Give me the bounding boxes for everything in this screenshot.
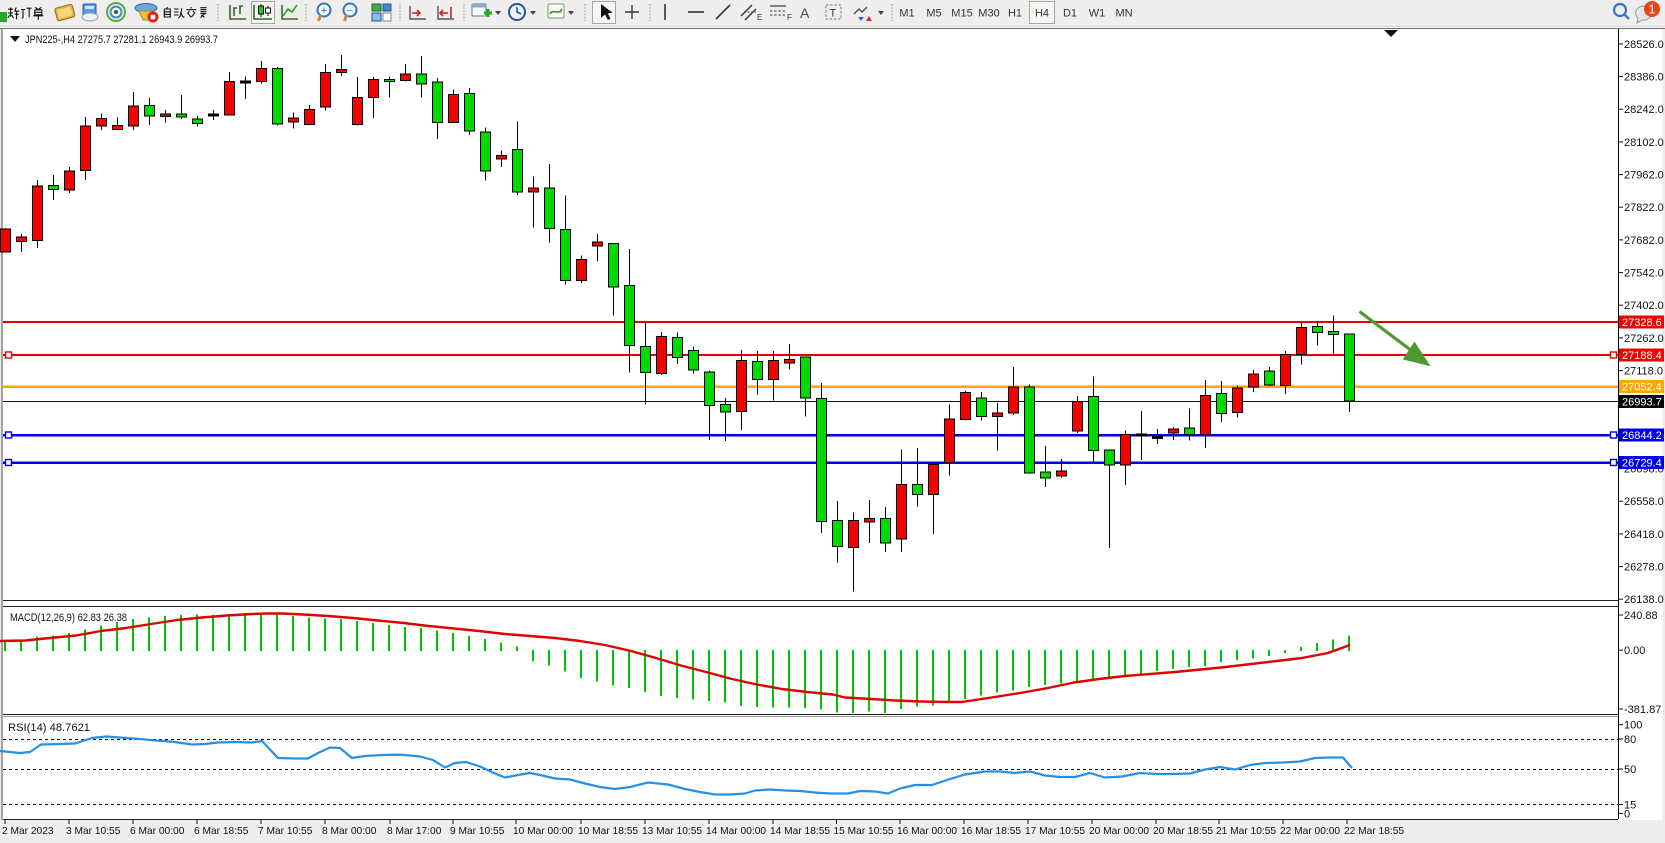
svg-text:−: − xyxy=(347,5,353,17)
svg-text:H4: H4 xyxy=(1035,8,1049,20)
svg-text:-381.87: -381.87 xyxy=(1624,704,1661,716)
svg-text:M15: M15 xyxy=(951,8,972,20)
svg-text:27402.0: 27402.0 xyxy=(1624,300,1664,312)
svg-text:3 Mar 10:55: 3 Mar 10:55 xyxy=(66,826,121,837)
svg-text:22 Mar 18:55: 22 Mar 18:55 xyxy=(1344,826,1404,837)
svg-text:28526.0: 28526.0 xyxy=(1624,39,1664,51)
svg-text:+: + xyxy=(321,5,327,17)
svg-text:27962.0: 27962.0 xyxy=(1624,170,1664,182)
svg-text:W1: W1 xyxy=(1089,8,1106,20)
svg-text:22 Mar 00:00: 22 Mar 00:00 xyxy=(1280,826,1340,837)
svg-text:RSI(14) 48.7621: RSI(14) 48.7621 xyxy=(8,722,90,734)
svg-text:28386.0: 28386.0 xyxy=(1624,72,1664,84)
svg-text:28102.0: 28102.0 xyxy=(1624,137,1664,149)
svg-text:0: 0 xyxy=(1624,808,1630,820)
svg-text:26844.2: 26844.2 xyxy=(1622,430,1662,442)
svg-text:20 Mar 18:55: 20 Mar 18:55 xyxy=(1153,826,1213,837)
svg-text:JPN225-,H4 27275.7 27281.1 26: JPN225-,H4 27275.7 27281.1 26943.9 26993… xyxy=(25,34,218,46)
svg-text:F: F xyxy=(787,13,792,22)
svg-text:1: 1 xyxy=(1649,3,1656,17)
svg-text:27328.6: 27328.6 xyxy=(1622,317,1662,329)
svg-text:16 Mar 18:55: 16 Mar 18:55 xyxy=(961,826,1021,837)
svg-text:26138.0: 26138.0 xyxy=(1624,594,1664,606)
svg-text:14 Mar 00:00: 14 Mar 00:00 xyxy=(706,826,766,837)
svg-text:6 Mar 18:55: 6 Mar 18:55 xyxy=(194,826,249,837)
svg-text:20 Mar 00:00: 20 Mar 00:00 xyxy=(1089,826,1149,837)
svg-text:27542.0: 27542.0 xyxy=(1624,268,1664,280)
svg-text:15: 15 xyxy=(1624,800,1636,812)
svg-text:10 Mar 00:00: 10 Mar 00:00 xyxy=(513,826,573,837)
svg-text:MACD(12,26,9) 62.83 26.38: MACD(12,26,9) 62.83 26.38 xyxy=(10,612,127,624)
svg-text:MN: MN xyxy=(1115,8,1132,20)
svg-text:14 Mar 18:55: 14 Mar 18:55 xyxy=(770,826,830,837)
svg-text:T: T xyxy=(830,8,837,20)
svg-text:E: E xyxy=(757,13,762,22)
svg-text:A: A xyxy=(800,5,810,21)
svg-text:21 Mar 10:55: 21 Mar 10:55 xyxy=(1216,826,1276,837)
svg-text:26993.7: 26993.7 xyxy=(1622,397,1662,409)
svg-text:27682.0: 27682.0 xyxy=(1624,235,1664,247)
svg-text:26558.0: 26558.0 xyxy=(1624,496,1664,508)
svg-text:8 Mar 17:00: 8 Mar 17:00 xyxy=(387,826,442,837)
svg-text:27118.0: 27118.0 xyxy=(1624,366,1663,378)
svg-text:15 Mar 10:55: 15 Mar 10:55 xyxy=(834,826,894,837)
svg-text:26418.0: 26418.0 xyxy=(1624,529,1664,541)
svg-text:27822.0: 27822.0 xyxy=(1624,202,1664,214)
svg-text:80: 80 xyxy=(1624,734,1636,746)
svg-text:240.88: 240.88 xyxy=(1624,610,1658,622)
svg-text:27262.0: 27262.0 xyxy=(1624,333,1664,345)
svg-text:H1: H1 xyxy=(1008,8,1022,20)
svg-text:10 Mar 18:55: 10 Mar 18:55 xyxy=(578,826,638,837)
svg-text:100: 100 xyxy=(1624,720,1642,732)
svg-text:16 Mar 00:00: 16 Mar 00:00 xyxy=(897,826,957,837)
svg-text:7 Mar 10:55: 7 Mar 10:55 xyxy=(258,826,313,837)
svg-text:26278.0: 26278.0 xyxy=(1624,562,1664,574)
svg-text:M5: M5 xyxy=(926,8,941,20)
svg-text:17 Mar 10:55: 17 Mar 10:55 xyxy=(1025,826,1085,837)
svg-text:M1: M1 xyxy=(899,8,914,20)
svg-text:13 Mar 10:55: 13 Mar 10:55 xyxy=(642,826,702,837)
svg-text:0.00: 0.00 xyxy=(1624,645,1645,657)
svg-text:8 Mar 00:00: 8 Mar 00:00 xyxy=(322,826,377,837)
svg-text:27052.4: 27052.4 xyxy=(1622,382,1662,394)
svg-text:2 Mar 2023: 2 Mar 2023 xyxy=(2,826,54,837)
svg-text:26729.4: 26729.4 xyxy=(1622,458,1662,470)
svg-text:M30: M30 xyxy=(978,8,999,20)
svg-text:50: 50 xyxy=(1624,764,1636,776)
svg-text:27188.4: 27188.4 xyxy=(1622,350,1662,362)
svg-text:D1: D1 xyxy=(1063,8,1077,20)
svg-text:28242.0: 28242.0 xyxy=(1624,104,1664,116)
svg-text:9 Mar 10:55: 9 Mar 10:55 xyxy=(450,826,505,837)
svg-text:6 Mar 00:00: 6 Mar 00:00 xyxy=(130,826,185,837)
